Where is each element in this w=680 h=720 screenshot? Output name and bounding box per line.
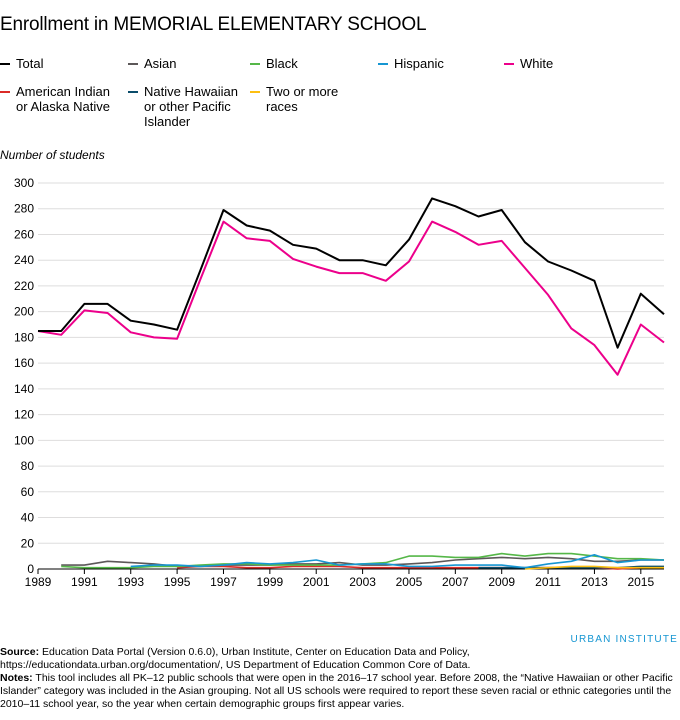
legend-item: Native Hawaiian or other Pacific Islande… — [128, 84, 238, 129]
legend-label: Hispanic — [394, 56, 444, 71]
gridlines — [38, 182, 664, 570]
y-tick-label: 120 — [14, 408, 34, 422]
y-tick-label: 180 — [14, 330, 34, 344]
y-tick-label: 20 — [21, 536, 35, 550]
legend-swatch — [128, 91, 138, 93]
series-line — [37, 220, 665, 376]
legend-swatch — [504, 63, 514, 65]
legend-item: Total — [0, 56, 43, 71]
series-line — [38, 197, 665, 349]
y-tick-label: 260 — [14, 227, 34, 241]
source-note: Source: Education Data Portal (Version 0… — [0, 646, 680, 672]
x-tick-label: 1999 — [257, 575, 284, 589]
legend-item: American Indian or Alaska Native — [0, 84, 110, 114]
y-tick-label: 140 — [14, 382, 34, 396]
series-line — [524, 565, 664, 570]
legend-item: Hispanic — [378, 56, 444, 71]
y-tick-label: 0 — [27, 562, 34, 576]
y-tick-label: 280 — [14, 202, 34, 216]
footer-notes: Source: Education Data Portal (Version 0… — [0, 646, 680, 711]
source-text: Education Data Portal (Version 0.6.0), U… — [0, 646, 471, 671]
y-tick-label: 240 — [14, 253, 34, 267]
notes-label: Notes: — [0, 672, 33, 684]
x-tick-label: 2011 — [535, 575, 561, 589]
x-tick-label: 2005 — [396, 575, 423, 589]
legend-label: Asian — [144, 56, 177, 71]
legend-swatch — [0, 91, 10, 93]
x-axis-ticks: 1989 1991 1993 1995 1997 1999 2001 2003 2005 2007… — [25, 569, 654, 589]
y-axis-label: Number of students — [0, 148, 105, 162]
x-tick-label: 2013 — [581, 575, 608, 589]
x-tick-label: 1991 — [71, 575, 98, 589]
legend-item: Black — [250, 56, 298, 71]
x-tick-label: 2007 — [442, 575, 469, 589]
legend-label: Native Hawaiian or other Pacific Islande… — [144, 84, 238, 129]
legend-swatch — [250, 63, 260, 65]
legend-item: Two or more races — [250, 84, 338, 114]
legend-swatch — [128, 63, 138, 65]
legend-label: Total — [16, 56, 44, 71]
x-tick-label: 2015 — [627, 575, 654, 589]
y-tick-label: 80 — [21, 459, 35, 473]
legend: Total Asian Black Hispanic White American Ind… — [0, 56, 680, 136]
legend-item: White — [504, 56, 553, 71]
legend-label: American Indian or Alaska Native — [16, 84, 110, 114]
notes-note: Notes: This tool includes all PK–12 publ… — [0, 672, 680, 711]
y-tick-label: 200 — [14, 305, 34, 319]
urban-institute-logo: URBAN INSTITUTE — [570, 634, 678, 645]
legend-swatch — [378, 63, 388, 65]
x-tick-label: 2009 — [488, 575, 515, 589]
x-tick-label: 1989 — [25, 575, 52, 589]
x-tick-label: 1995 — [164, 575, 191, 589]
chart-title: Enrollment in MEMORIAL ELEMENTARY SCHOOL — [0, 14, 427, 35]
notes-text: This tool includes all PK–12 public scho… — [0, 672, 673, 710]
y-tick-label: 300 — [14, 176, 34, 190]
y-tick-label: 60 — [21, 485, 35, 499]
x-tick-label: 2003 — [349, 575, 376, 589]
series-lines — [37, 197, 665, 570]
y-axis-ticks: 0 20 40 60 80 100 120 140 160 180 200 220 240 260 280 3… — [14, 176, 34, 576]
legend-label: White — [520, 56, 554, 71]
legend-label: Black — [266, 56, 298, 71]
x-tick-label: 2001 — [303, 575, 330, 589]
series-line — [130, 553, 664, 569]
legend-item: Asian — [128, 56, 177, 71]
y-tick-label: 100 — [14, 433, 34, 447]
y-tick-label: 40 — [21, 511, 35, 525]
y-tick-label: 220 — [14, 279, 34, 293]
x-tick-label: 1997 — [210, 575, 237, 589]
source-label: Source: — [0, 646, 40, 658]
legend-swatch — [250, 91, 260, 93]
x-tick-label: 1993 — [117, 575, 144, 589]
line-chart: 0 20 40 60 80 100 120 140 160 180 200 220 240 260 280 3… — [14, 176, 665, 589]
legend-swatch — [0, 63, 10, 65]
legend-label: Two or more races — [266, 84, 339, 114]
y-tick-label: 160 — [14, 356, 34, 370]
series-line — [478, 565, 664, 569]
